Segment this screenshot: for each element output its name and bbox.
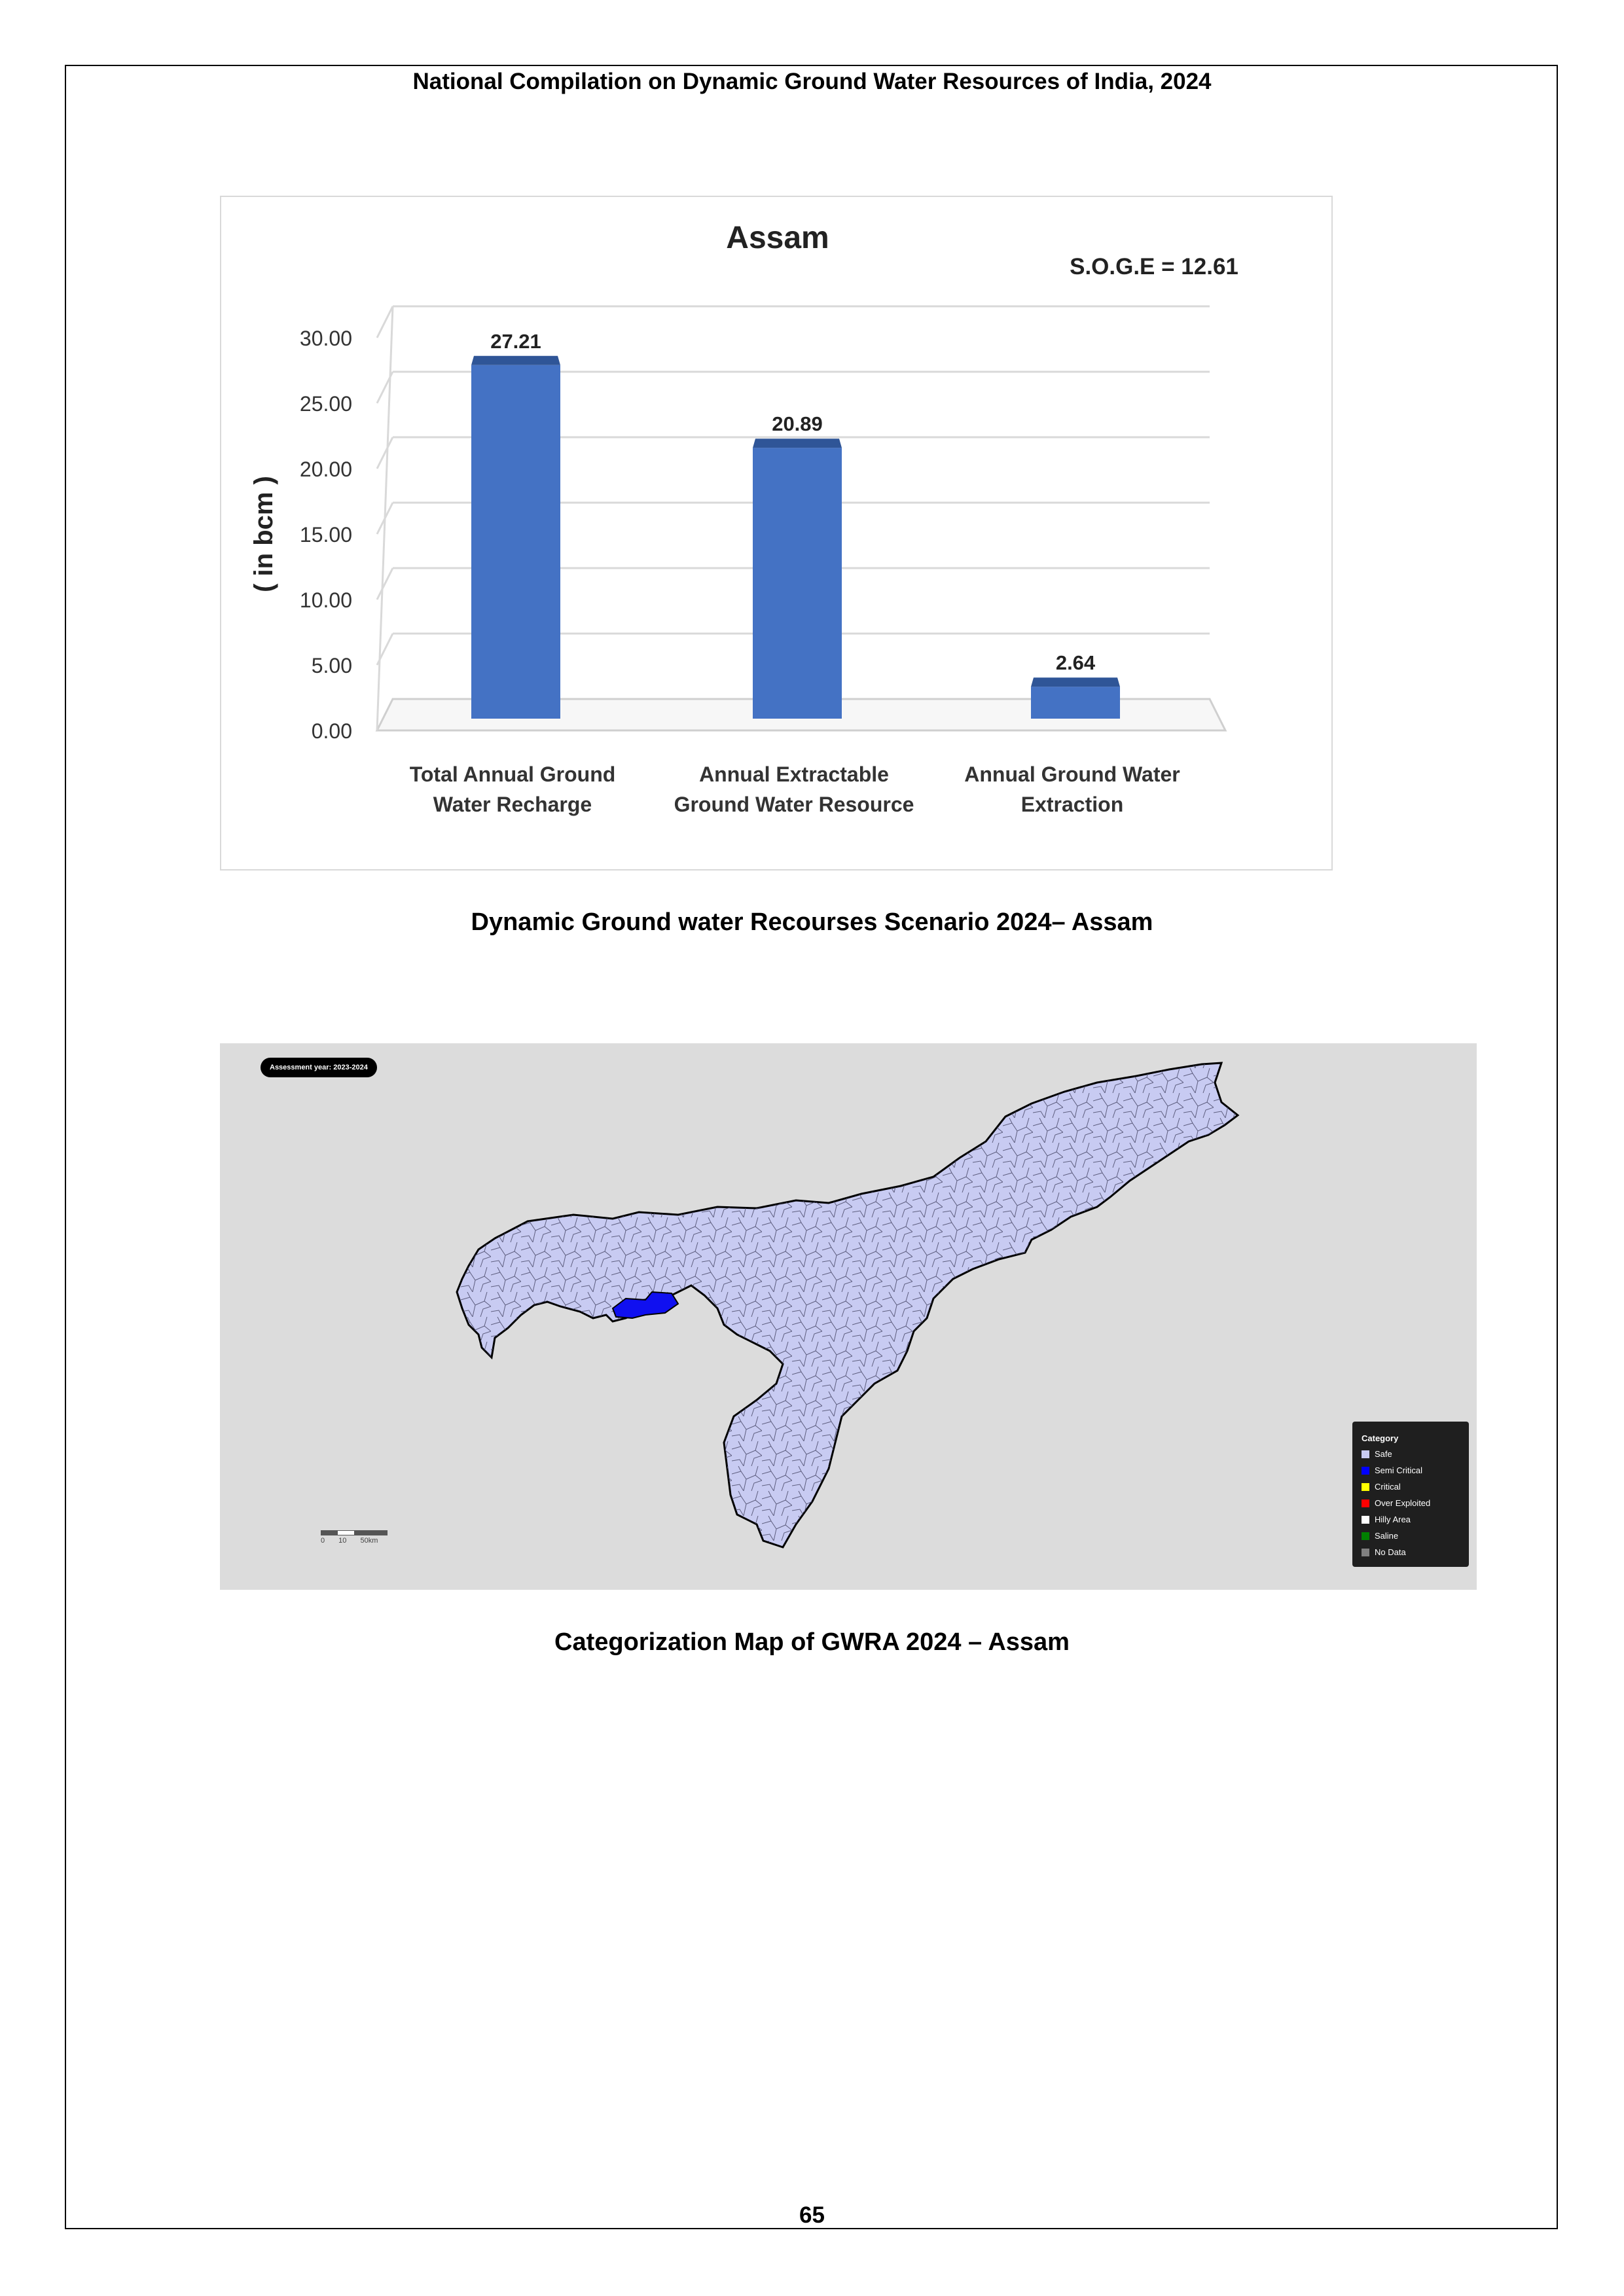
x-category-label: Water Recharge xyxy=(433,793,592,816)
x-category-label: Extraction xyxy=(1021,793,1123,816)
assam-map xyxy=(456,1062,1240,1549)
bar-top xyxy=(1031,677,1120,687)
map-caption: Categorization Map of GWRA 2024 – Assam xyxy=(554,1628,1070,1656)
legend-label: Hilly Area xyxy=(1375,1515,1411,1524)
gridline-depth xyxy=(376,306,394,338)
page-border xyxy=(65,65,1558,2229)
y-axis-label: ( in bcm ) xyxy=(249,476,278,592)
scale-bar: 0 10 50km xyxy=(321,1530,388,1545)
y-tick-label: 5.00 xyxy=(312,654,352,677)
assessment-year-badge: Assessment year: 2023-2024 xyxy=(261,1058,377,1077)
chart-svg: Assam S.O.G.E = 12.61 0.00 5.00 10.00 15.00 20… xyxy=(249,221,1238,816)
gridline-depth xyxy=(376,437,394,469)
map-legend: Category Safe Semi Critical Critical Ove… xyxy=(1352,1422,1469,1567)
assam-outline xyxy=(456,1062,1240,1549)
x-category-label: Annual Ground Water xyxy=(964,762,1180,786)
legend-swatch-hilly-area xyxy=(1362,1515,1369,1524)
y-tick-label: 30.00 xyxy=(300,327,352,350)
legend-label: No Data xyxy=(1375,1547,1406,1557)
legend-item: Semi Critical xyxy=(1362,1462,1462,1479)
page-number: 65 xyxy=(799,2202,825,2228)
legend-swatch-over-exploited xyxy=(1362,1499,1369,1507)
legend-swatch-no-data xyxy=(1362,1548,1369,1556)
semi-critical-block xyxy=(611,1291,679,1319)
bar-chart: Assam S.O.G.E = 12.61 0.00 5.00 10.00 15.00 20… xyxy=(220,196,1333,870)
bar xyxy=(1031,687,1120,719)
legend-item: Safe xyxy=(1362,1446,1462,1462)
legend-title: Category xyxy=(1362,1433,1399,1443)
gridline-depth xyxy=(376,567,394,600)
scale-bar-label: 0 10 50km xyxy=(321,1537,378,1545)
y-tick-label: 0.00 xyxy=(312,719,352,743)
y-tick-label: 10.00 xyxy=(300,588,352,612)
y-tick-label: 25.00 xyxy=(300,392,352,416)
x-category-label: Annual Extractable xyxy=(699,762,889,786)
legend-label: Safe xyxy=(1375,1449,1392,1459)
x-category-label: Ground Water Resource xyxy=(674,793,914,816)
chart-caption: Dynamic Ground water Recourses Scenario … xyxy=(471,908,1153,936)
legend-item: Hilly Area xyxy=(1362,1511,1462,1528)
legend-swatch-saline xyxy=(1362,1532,1369,1540)
legend-label: Critical xyxy=(1375,1482,1401,1492)
legend-item: Critical xyxy=(1362,1479,1462,1495)
page-header: National Compilation on Dynamic Ground W… xyxy=(412,69,1212,94)
legend-swatch-safe xyxy=(1362,1450,1369,1458)
y-tick-label: 20.00 xyxy=(300,457,352,481)
bar-top xyxy=(471,355,560,365)
data-label: 2.64 xyxy=(1056,651,1096,674)
data-label: 20.89 xyxy=(772,412,823,435)
legend-item: Over Exploited xyxy=(1362,1495,1462,1511)
legend-swatch-critical xyxy=(1362,1482,1369,1491)
y-axis-wall xyxy=(376,306,394,731)
x-category-label: Total Annual Ground xyxy=(410,762,616,786)
category-map: Assessment year: 2023-2024 0 10 50km Cat… xyxy=(220,1043,1477,1590)
legend-label: Over Exploited xyxy=(1375,1498,1431,1508)
sogе-annotation: S.O.G.E = 12.61 xyxy=(1070,254,1238,279)
bar-top xyxy=(753,439,842,448)
legend-label: Semi Critical xyxy=(1375,1465,1422,1475)
bar xyxy=(471,365,560,719)
legend-item: No Data xyxy=(1362,1544,1462,1560)
legend-item: Saline xyxy=(1362,1528,1462,1544)
chart-title: Assam xyxy=(726,221,829,255)
y-tick-label: 15.00 xyxy=(300,523,352,547)
data-label: 27.21 xyxy=(490,330,541,353)
legend-label: Saline xyxy=(1375,1531,1399,1541)
legend-swatch-semi-critical xyxy=(1362,1466,1369,1475)
scale-bar-graphic xyxy=(321,1530,388,1535)
bar xyxy=(753,448,842,719)
